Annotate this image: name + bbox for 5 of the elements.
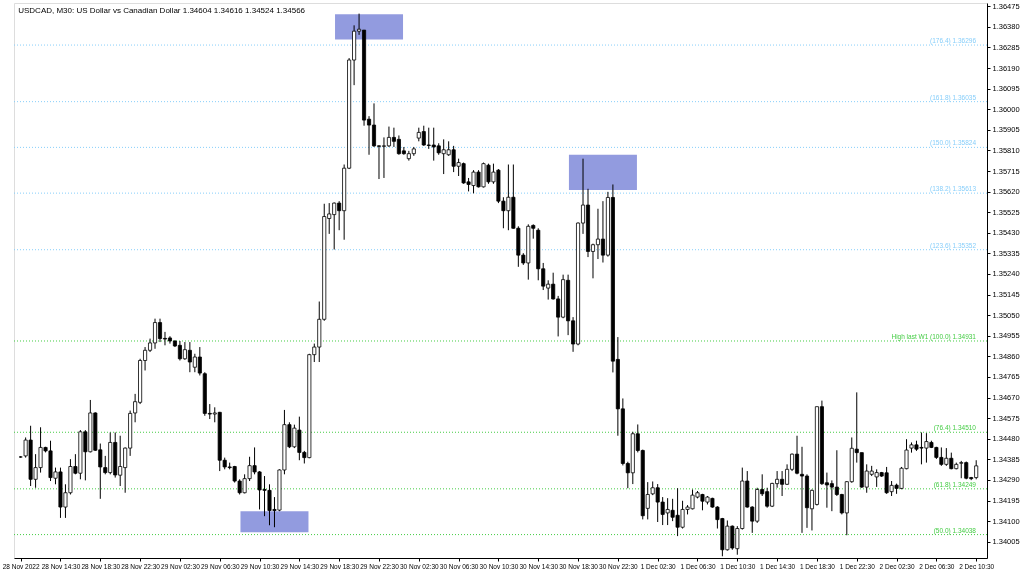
chart-title: USDCAD, M30: US Dollar vs Canadian Dollar 1.34604 1.34616 1.34524 1.34566: [18, 6, 306, 16]
candlestick: [800, 446, 805, 534]
bar: [335, 14, 404, 40]
bar: [568, 154, 637, 190]
bar: [240, 511, 309, 533]
